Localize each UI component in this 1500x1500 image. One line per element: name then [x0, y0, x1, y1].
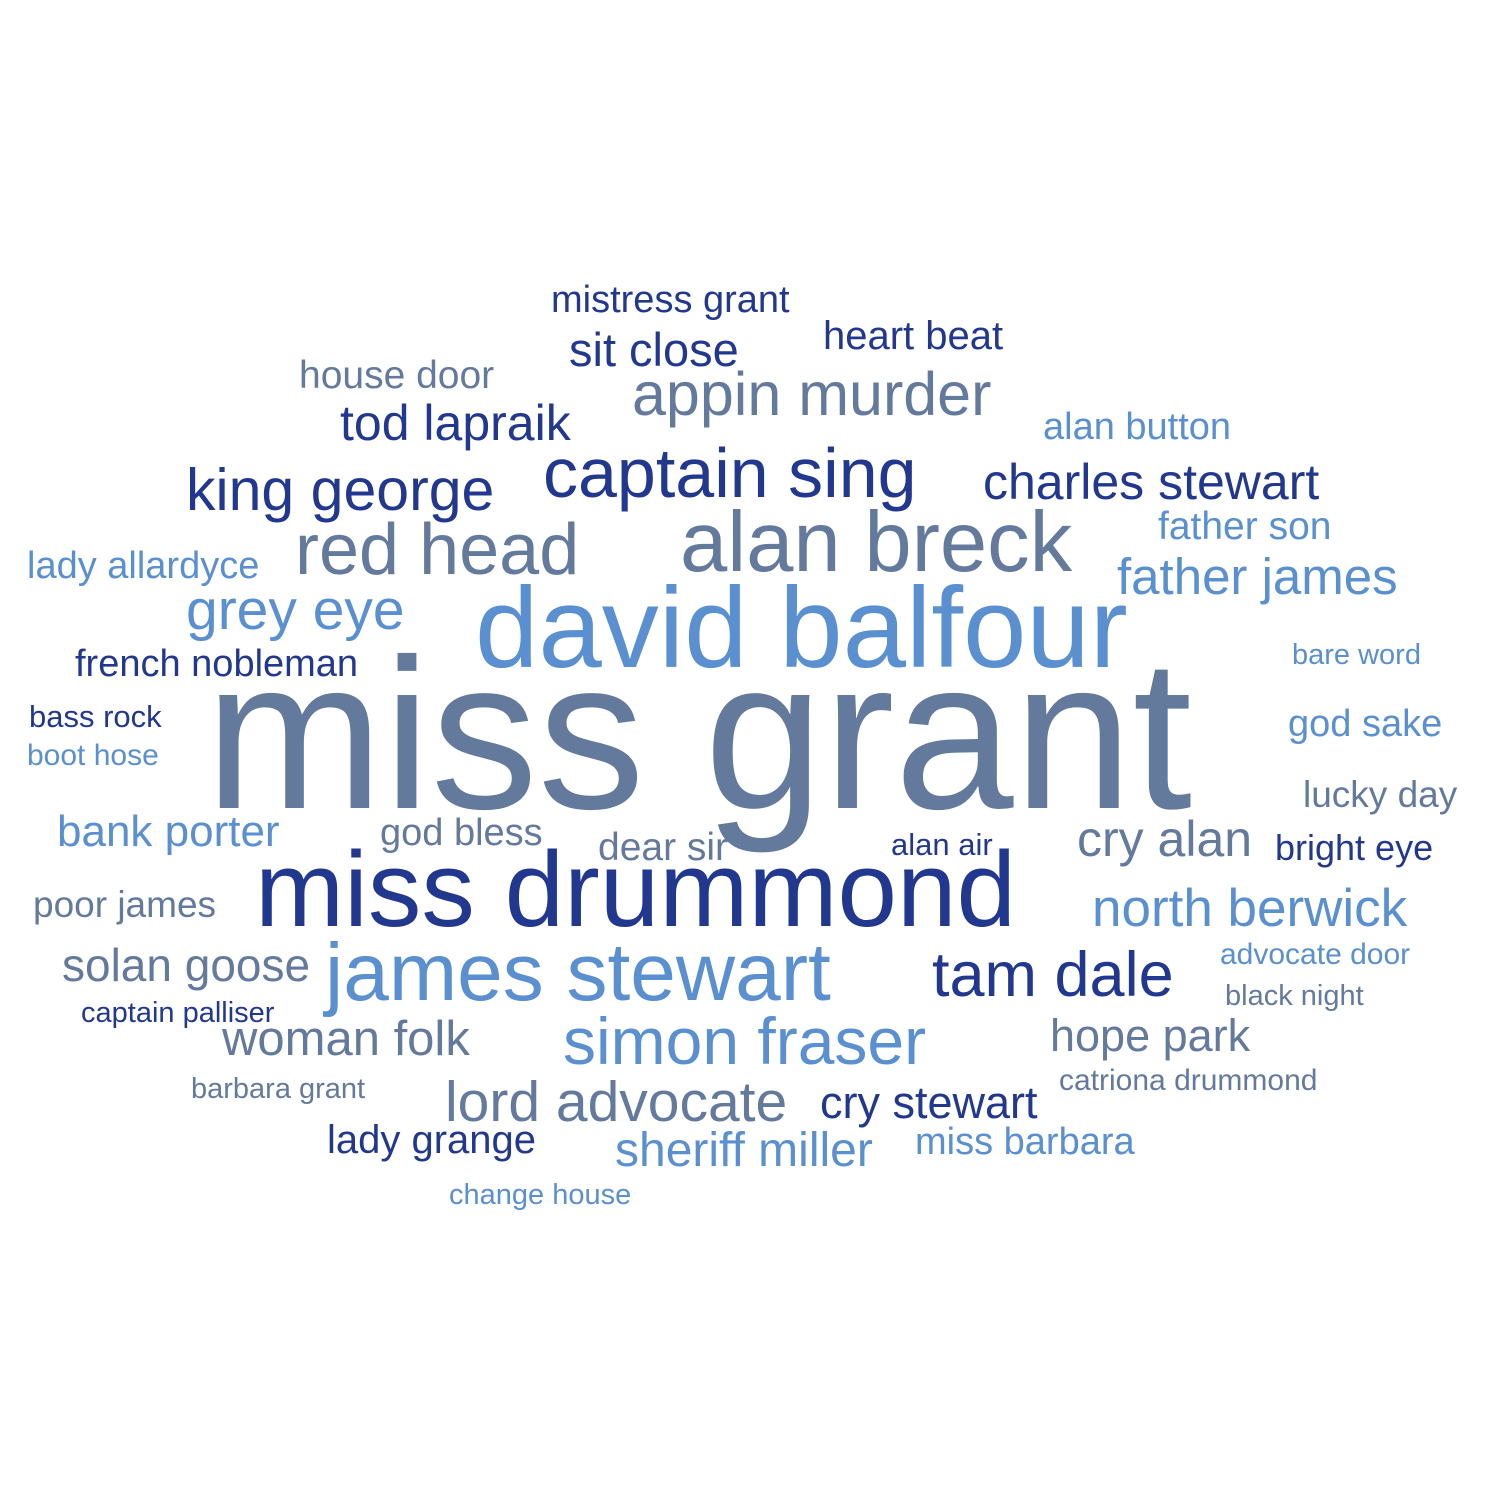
word-bank-porter: bank porter — [57, 807, 280, 856]
word-miss-drummond: miss drummond — [255, 829, 1017, 949]
word-alan-air: alan air — [891, 827, 993, 862]
word-lady-grange: lady grange — [327, 1118, 537, 1162]
word-king-george: king george — [186, 457, 495, 523]
word-bass-rock: bass rock — [29, 699, 162, 734]
word-alan-button: alan button — [1043, 406, 1232, 448]
word-red-head: red head — [295, 510, 580, 590]
word-advocate-door: advocate door — [1220, 938, 1411, 971]
word-boot-hose: boot hose — [27, 739, 159, 772]
word-lucky-day: lucky day — [1303, 774, 1458, 815]
word-grey-eye: grey eye — [186, 578, 405, 642]
word-catriona-drummond: catriona drummond — [1059, 1064, 1318, 1097]
word-change-house: change house — [449, 1179, 632, 1211]
word-father-james: father james — [1117, 548, 1398, 605]
word-tam-dale: tam dale — [932, 940, 1174, 1010]
word-north-berwick: north berwick — [1092, 879, 1408, 938]
word-dear-sir: dear sir — [598, 826, 729, 869]
word-woman-folk: woman folk — [222, 1012, 470, 1066]
word-bare-word: bare word — [1292, 639, 1421, 671]
word-cry-alan: cry alan — [1077, 811, 1253, 867]
word-james-stewart: james stewart — [325, 927, 831, 1018]
word-god-sake: god sake — [1288, 703, 1443, 745]
word-bright-eye: bright eye — [1275, 827, 1434, 868]
word-alan-breck: alan breck — [680, 495, 1073, 590]
word-mistress-grant: mistress grant — [551, 279, 790, 321]
word-cry-stewart: cry stewart — [820, 1077, 1038, 1128]
word-barbara-grant: barbara grant — [191, 1073, 366, 1105]
word-father-son: father son — [1158, 505, 1332, 548]
word-lady-allardyce: lady allardyce — [27, 545, 260, 587]
word-lord-advocate: lord advocate — [445, 1070, 788, 1134]
word-sheriff-miller: sheriff miller — [615, 1124, 873, 1177]
word-sit-close: sit close — [569, 323, 739, 376]
word-appin-murder: appin murder — [632, 360, 992, 428]
word-captain-sing: captain sing — [543, 434, 917, 512]
word-tod-lapraik: tod lapraik — [340, 395, 571, 451]
word-simon-fraser: simon fraser — [563, 1004, 927, 1078]
word-house-door: house door — [299, 354, 495, 397]
word-god-bless: god bless — [380, 812, 543, 854]
word-solan-goose: solan goose — [62, 939, 311, 991]
word-miss-grant: miss grant — [205, 615, 1193, 854]
word-miss-barbara: miss barbara — [915, 1121, 1135, 1163]
word-hope-park: hope park — [1050, 1010, 1251, 1061]
word-french-nobleman: french nobleman — [75, 643, 359, 685]
word-david-balfour: david balfour — [475, 565, 1128, 692]
word-poor-james: poor james — [33, 884, 217, 925]
word-captain-palliser: captain palliser — [81, 997, 275, 1029]
word-charles-stewart: charles stewart — [983, 454, 1320, 510]
word-black-night: black night — [1225, 980, 1364, 1012]
word-heart-beat: heart beat — [823, 314, 1004, 358]
